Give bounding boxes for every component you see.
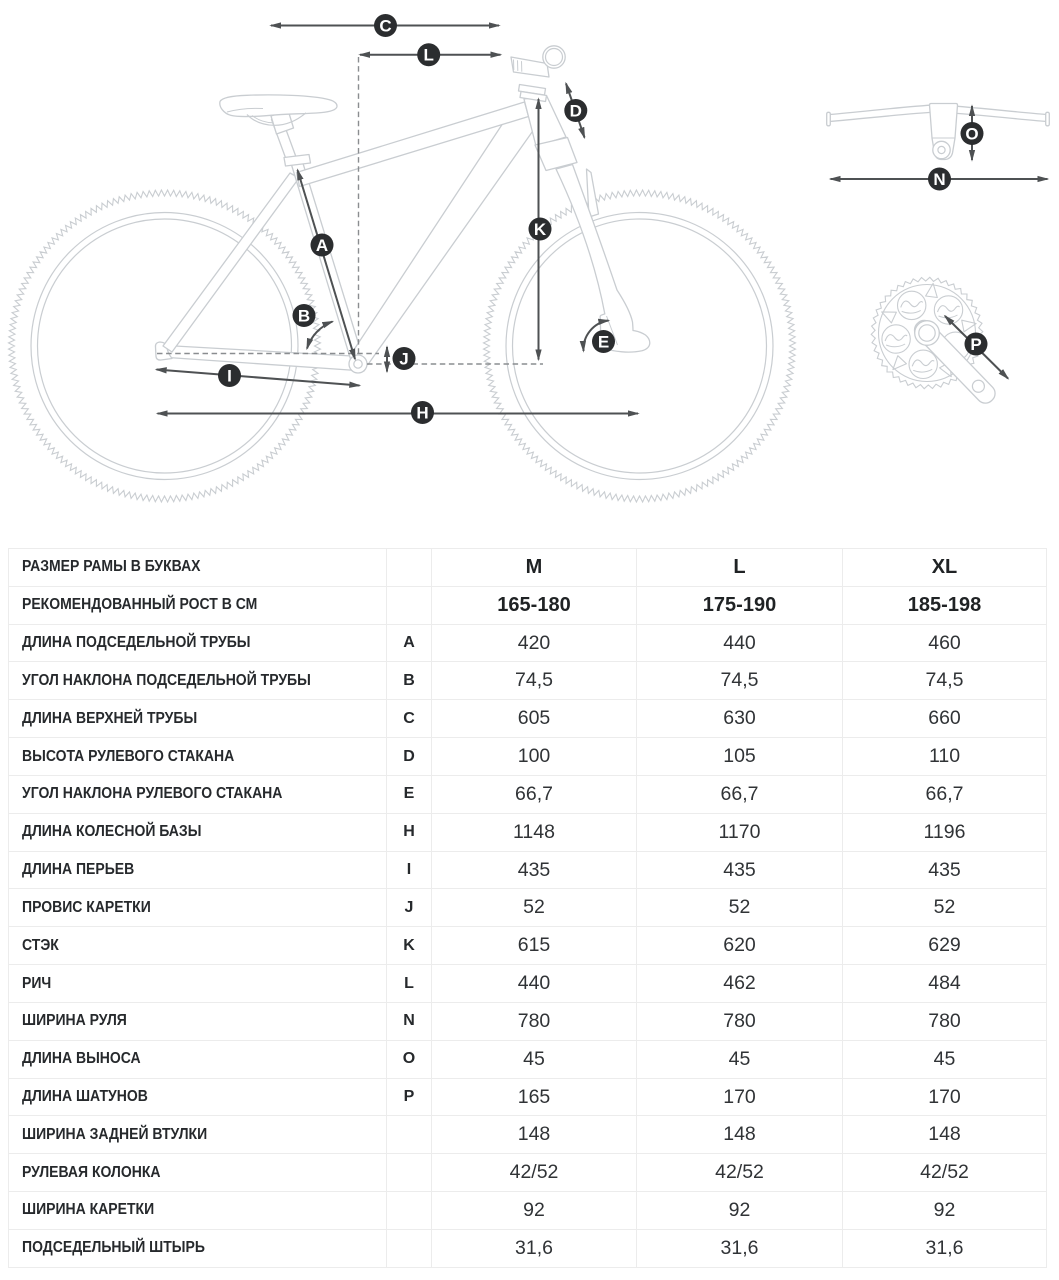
svg-text:H: H: [416, 403, 428, 422]
svg-text:C: C: [379, 16, 391, 35]
svg-text:K: K: [534, 220, 547, 239]
svg-text:O: O: [965, 124, 978, 143]
svg-text:I: I: [227, 366, 232, 385]
svg-text:P: P: [970, 335, 981, 354]
svg-text:L: L: [424, 46, 434, 65]
svg-text:D: D: [570, 101, 582, 120]
svg-text:B: B: [298, 306, 310, 325]
svg-text:N: N: [933, 170, 945, 189]
svg-text:A: A: [316, 236, 328, 255]
svg-text:J: J: [399, 349, 408, 368]
svg-text:E: E: [598, 332, 609, 351]
